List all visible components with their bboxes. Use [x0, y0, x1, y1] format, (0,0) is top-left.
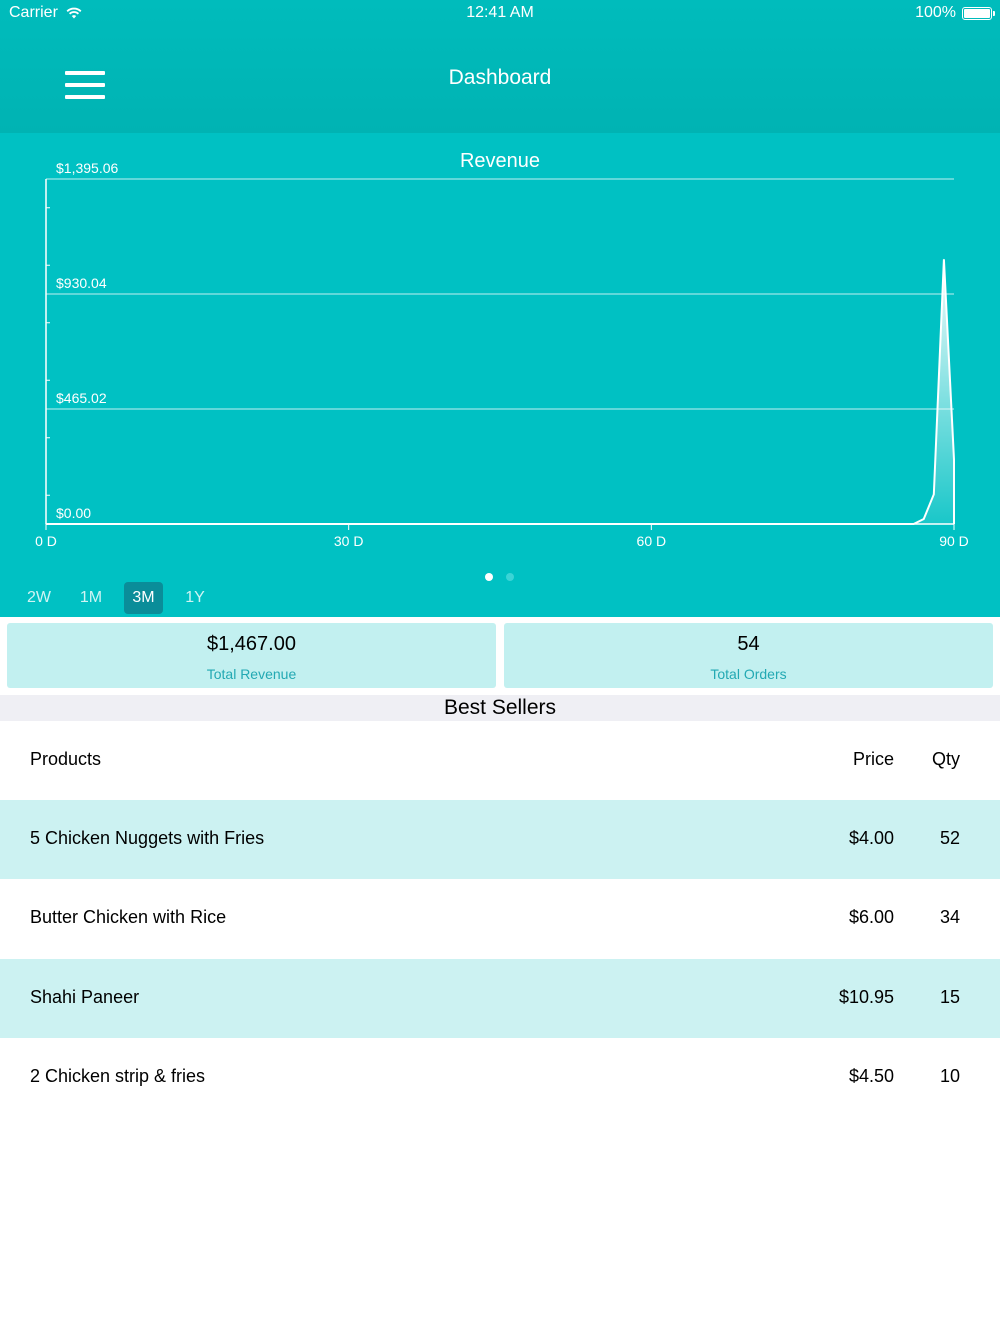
product-price: $10.95: [838, 987, 894, 1007]
product-qty: 15: [939, 987, 960, 1007]
battery-percent: 100%: [915, 4, 956, 21]
hamburger-menu-icon[interactable]: [62, 68, 108, 104]
product-qty: 52: [939, 828, 960, 848]
total-orders-card: 54 Total Orders: [504, 623, 993, 688]
column-header-products: Products: [30, 749, 102, 769]
page-dot-active[interactable]: [485, 573, 493, 581]
table-row[interactable]: Shahi Paneer $10.95 15: [0, 959, 1000, 1038]
column-header-qty: Qty: [931, 749, 960, 769]
y-tick-label: $465.02: [56, 390, 107, 406]
product-qty: 34: [939, 907, 960, 927]
revenue-line: [46, 259, 955, 525]
product-name: 5 Chicken Nuggets with Fries: [30, 828, 265, 848]
page-dot[interactable]: [506, 573, 514, 581]
nav-header: Carrier 12:41 AM 100% Dashboard: [0, 0, 1000, 133]
data-point: [45, 523, 47, 525]
data-point: [923, 518, 925, 520]
column-header-price: Price: [852, 749, 894, 769]
range-2w-button[interactable]: 2W: [27, 589, 51, 606]
total-revenue-card: $1,467.00 Total Revenue: [7, 623, 496, 688]
revenue-chart[interactable]: $1,395.06 $930.04 $465.02 $0.00 0 D 30 D 60 D…: [0, 133, 1000, 563]
product-name: Butter Chicken with Rice: [30, 907, 227, 927]
x-tick-label: 90 D: [939, 533, 969, 549]
x-tick-label: 60 D: [637, 533, 667, 549]
total-revenue-label: Total Revenue: [206, 666, 297, 682]
range-1y-button[interactable]: 1Y: [185, 589, 205, 606]
data-point: [943, 258, 945, 260]
table-row[interactable]: Butter Chicken with Rice $6.00 34: [0, 879, 1000, 958]
table-row[interactable]: 2 Chicken strip & fries $4.50 10: [0, 1038, 1000, 1117]
x-tick-label: 0 D: [35, 533, 57, 549]
y-tick-label: $930.04: [56, 275, 107, 291]
battery-icon: [962, 7, 995, 20]
product-name: Shahi Paneer: [30, 987, 140, 1007]
product-price: $4.00: [848, 828, 894, 848]
clock-label: 12:41 AM: [466, 4, 534, 21]
range-3m-button[interactable]: 3M: [124, 582, 163, 614]
data-point: [953, 459, 955, 461]
revenue-chart-panel: [0, 133, 1000, 617]
carrier-label: Carrier: [9, 4, 58, 21]
y-tick-label: $1,395.06: [56, 160, 118, 176]
table-row[interactable]: 5 Chicken Nuggets with Fries $4.00 52: [0, 800, 1000, 879]
chart-title: Revenue: [459, 150, 541, 172]
y-tick-label: $0.00: [56, 505, 91, 521]
total-revenue-value: $1,467.00: [207, 633, 296, 655]
product-name: 2 Chicken strip & fries: [30, 1066, 206, 1086]
product-price: $4.50: [848, 1066, 894, 1086]
x-tick-label: 30 D: [334, 533, 364, 549]
page-title: Dashboard: [448, 66, 552, 89]
data-point: [953, 523, 955, 525]
revenue-area: [46, 259, 954, 524]
total-orders-label: Total Orders: [710, 666, 787, 682]
data-point: [933, 493, 935, 495]
range-1m-button[interactable]: 1M: [79, 589, 103, 606]
product-price: $6.00: [848, 907, 894, 927]
data-point: [913, 523, 915, 525]
table-header-row: Products Price Qty: [0, 721, 1000, 800]
wifi-icon: [66, 7, 82, 19]
product-qty: 10: [939, 1066, 960, 1086]
best-sellers-header: Best Sellers: [0, 695, 1000, 721]
total-orders-value: 54: [737, 633, 760, 655]
